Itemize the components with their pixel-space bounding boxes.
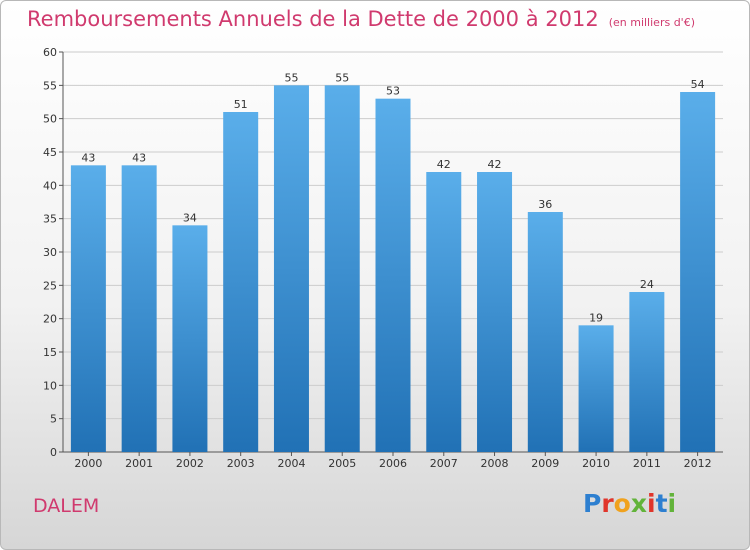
y-tick-label: 40 (43, 179, 57, 192)
x-tick-label-2011: 2011 (633, 457, 661, 470)
bar-2009 (527, 212, 563, 452)
y-tick-label: 15 (43, 346, 57, 359)
data-label-2007: 42 (437, 158, 451, 171)
y-tick-label: 10 (43, 379, 57, 392)
proxiti-logo: Proxiti (583, 489, 676, 518)
x-tick-label-2004: 2004 (277, 457, 305, 470)
chart-title-unit: (en milliers d'€) (608, 16, 695, 29)
data-label-2002: 34 (183, 211, 197, 224)
bar-2002 (172, 225, 208, 452)
y-tick-label: 50 (43, 113, 57, 126)
x-tick-label-2003: 2003 (227, 457, 255, 470)
bar-2004 (273, 85, 309, 452)
bar-2008 (477, 172, 513, 452)
logo-letter: x (630, 489, 647, 518)
logo-letter: t (655, 489, 668, 518)
logo-letter: i (647, 489, 656, 518)
y-tick-label: 30 (43, 246, 57, 259)
data-label-2009: 36 (538, 198, 552, 211)
logo-letter: i (667, 489, 677, 518)
bar-2005 (324, 85, 360, 452)
logo-letter: P (583, 489, 602, 518)
bar-2010 (578, 325, 614, 452)
logo-letter: o (613, 489, 631, 518)
data-label-2011: 24 (640, 278, 654, 291)
x-tick-label-2007: 2007 (430, 457, 458, 470)
data-label-2008: 42 (488, 158, 502, 171)
data-label-2003: 51 (234, 98, 248, 111)
bars (70, 85, 716, 453)
data-label-2001: 43 (132, 151, 146, 164)
x-tick-label-2009: 2009 (531, 457, 559, 470)
x-tick-label-2000: 2000 (74, 457, 102, 470)
chart-title-text: Remboursements Annuels de la Dette de 20… (27, 7, 599, 31)
bar-2001 (121, 165, 157, 453)
data-label-2010: 19 (589, 311, 603, 324)
x-tick-label-2012: 2012 (684, 457, 712, 470)
y-tick-label: 20 (43, 313, 57, 326)
y-tick-label: 35 (43, 213, 57, 226)
data-label-2012: 54 (691, 78, 705, 91)
bar-2000 (70, 165, 106, 453)
chart-title: Remboursements Annuels de la Dette de 20… (27, 7, 695, 31)
bar-2007 (426, 172, 462, 452)
labels: 43 2000 43 2001 34 2002 51 2003 55 2004 55 2005 53 20… (74, 71, 711, 470)
x-tick-label-2002: 2002 (176, 457, 204, 470)
x-tick-label-2001: 2001 (125, 457, 153, 470)
bar-2006 (375, 98, 411, 453)
y-tick-label: 0 (50, 446, 57, 459)
x-tick-label-2010: 2010 (582, 457, 610, 470)
y-tick-label: 5 (50, 413, 57, 426)
bar-2011 (629, 292, 665, 452)
bar-2012 (680, 92, 716, 452)
y-tick-label: 45 (43, 146, 57, 159)
data-label-2000: 43 (81, 151, 95, 164)
data-label-2005: 55 (335, 71, 349, 84)
y-tick-label: 25 (43, 279, 57, 292)
data-label-2006: 53 (386, 85, 400, 98)
logo-letter: r (601, 489, 614, 518)
x-tick-label-2005: 2005 (328, 457, 356, 470)
bar-2003 (223, 112, 259, 452)
y-tick-label: 60 (43, 46, 57, 59)
y-tick-label: 55 (43, 79, 57, 92)
x-tick-label-2006: 2006 (379, 457, 407, 470)
x-tick-label-2008: 2008 (481, 457, 509, 470)
data-label-2004: 55 (284, 71, 298, 84)
axes: 0 5 10 15 20 25 30 35 40 45 50 55 60 (43, 46, 723, 459)
commune-name: DALEM (33, 495, 100, 517)
